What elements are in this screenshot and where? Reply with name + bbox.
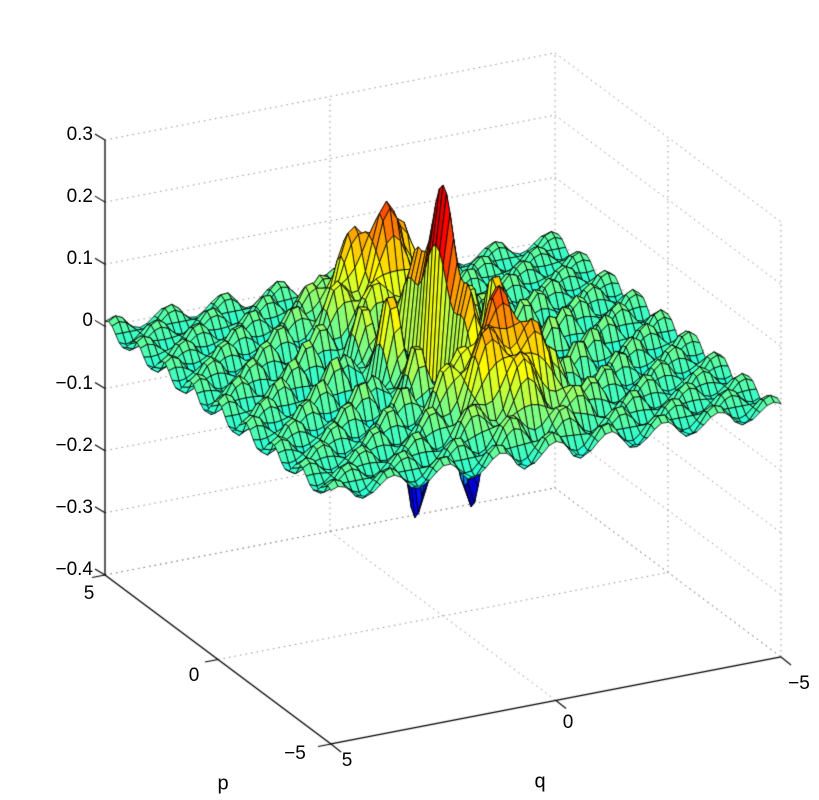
wigner-function-3d-plot: q p 0.3 0.2 0.1 0 −0.1 −0.2 −0.3 −0.4 5 0 −5 5 0 −5: [0, 0, 819, 800]
surface-plot-canvas: [0, 0, 819, 800]
